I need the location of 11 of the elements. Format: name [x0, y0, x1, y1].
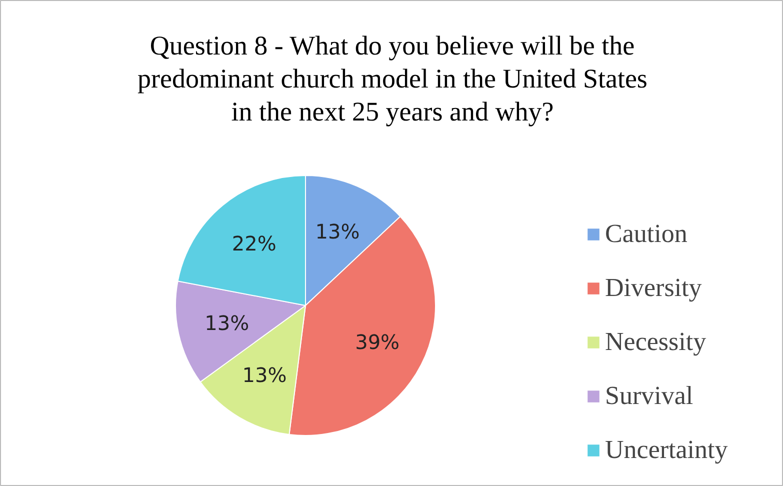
data-label: 22%	[232, 231, 276, 256]
chart-title: Question 8 - What do you believe will be the predominant church model in the United States in the next 25 years and why?	[138, 30, 648, 126]
data-label: 13%	[204, 311, 250, 336]
legend-label: Survival	[605, 381, 694, 411]
legend-label: Diversity	[605, 273, 702, 303]
legend-label: Uncertainty	[605, 435, 728, 465]
data-label: 13%	[242, 362, 287, 387]
legend-label: Necessity	[605, 327, 706, 357]
legend-label: Caution	[605, 219, 688, 249]
data-label: 13%	[315, 220, 360, 244]
data-label: 39%	[355, 330, 400, 354]
